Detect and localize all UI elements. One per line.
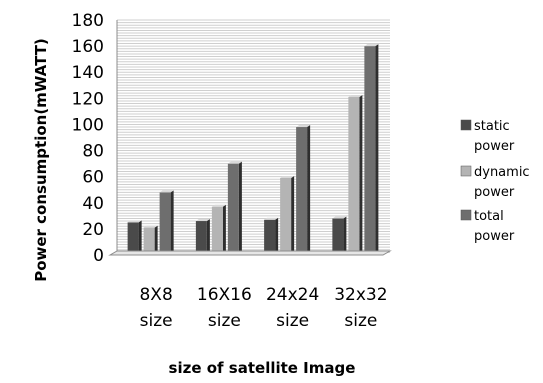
- y-tick-label: 120: [72, 89, 104, 109]
- y-tick-label: 0: [93, 246, 104, 266]
- bar-top: [348, 95, 363, 98]
- x-tick-labels: 8X8 size 16X16 size 24x24 size 32x32 size: [139, 285, 387, 331]
- bar-side: [291, 175, 295, 255]
- bar: [159, 192, 171, 255]
- x-tick-label: 8X8: [139, 285, 172, 305]
- bar-top: [280, 175, 295, 178]
- bar-side: [275, 217, 279, 255]
- legend-label: static: [474, 119, 510, 134]
- bar-side: [154, 225, 158, 255]
- legend-swatch: [460, 209, 472, 221]
- bar: [227, 163, 239, 255]
- x-axis-floor: [108, 250, 392, 256]
- bar-top: [211, 204, 226, 207]
- x-axis-title: size of satellite Image: [169, 359, 356, 377]
- y-tick-labels: 0 20 40 60 80 100 120 140 160 180: [72, 11, 104, 266]
- x-tick-label: 16X16: [197, 285, 252, 305]
- bar-top: [296, 125, 311, 128]
- bar-side: [359, 95, 363, 256]
- x-tick-label: size: [344, 311, 377, 331]
- bar: [127, 222, 139, 255]
- y-tick-label: 60: [82, 168, 104, 188]
- bar-top: [159, 190, 174, 193]
- bar-top: [227, 161, 242, 164]
- x-tick-label: 32x32: [334, 285, 387, 305]
- bar: [143, 227, 155, 255]
- x-tick-label: 24x24: [266, 285, 319, 305]
- legend-label: power: [474, 185, 515, 200]
- legend-label: total: [474, 209, 504, 224]
- bar-side: [375, 44, 379, 255]
- bar: [296, 127, 308, 255]
- bar-top: [264, 217, 279, 220]
- bar: [264, 219, 276, 255]
- bar: [348, 97, 360, 256]
- bar-side: [170, 190, 174, 255]
- y-tick-label: 140: [72, 63, 104, 83]
- x-tick-label: size: [140, 311, 173, 331]
- y-tick-label: 160: [72, 37, 104, 57]
- bar-side: [138, 220, 142, 255]
- x-tick-label: size: [276, 311, 309, 331]
- bar-side: [206, 219, 210, 255]
- bar-side: [222, 204, 226, 255]
- bars: [127, 44, 379, 256]
- bar-top: [127, 220, 142, 223]
- bar: [280, 177, 292, 255]
- bar-side: [307, 125, 311, 255]
- y-tick-label: 180: [72, 11, 104, 31]
- y-tick-label: 80: [82, 142, 104, 162]
- bar-top: [195, 219, 210, 222]
- x-tick-label: size: [208, 311, 241, 331]
- legend-label: power: [474, 139, 515, 154]
- legend-label: dynamic: [474, 165, 530, 180]
- bar-side: [343, 216, 347, 255]
- y-tick-label: 20: [82, 220, 104, 240]
- legend-swatch: [460, 119, 472, 131]
- bar: [195, 221, 207, 255]
- legend-label: power: [474, 229, 515, 244]
- bar: [332, 218, 344, 255]
- bar: [364, 46, 376, 255]
- bar-top: [143, 225, 158, 228]
- bar-side: [238, 161, 242, 255]
- y-tick-label: 40: [82, 194, 104, 214]
- axes: [108, 20, 392, 256]
- legend: static power dynamic power total power: [460, 119, 530, 244]
- legend-swatch: [460, 165, 472, 177]
- bar-top: [332, 216, 347, 219]
- y-axis-title: Power consumption(mWATT): [32, 38, 50, 282]
- bar: [211, 206, 223, 255]
- bar-top: [364, 44, 379, 47]
- y-tick-label: 100: [72, 115, 104, 135]
